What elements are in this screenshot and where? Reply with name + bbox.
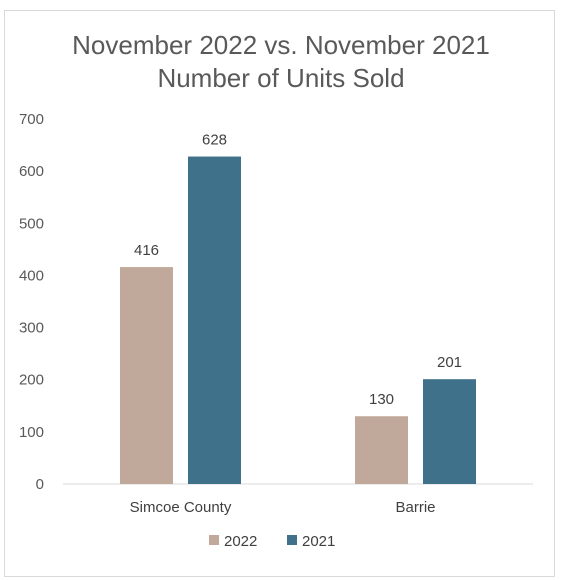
bars [120,156,476,485]
y-tick-label: 700 [19,111,44,128]
legend-label: 2022 [224,533,257,550]
chart-subtitle: Number of Units Sold [157,63,404,93]
category-labels: Simcoe County Barrie [130,499,436,516]
legend-swatch [209,535,219,545]
bar-2021-simcoe-county [188,156,241,485]
data-label: 628 [202,132,227,149]
bar-2022-simcoe-county [120,267,173,484]
legend: 2022 2021 [209,533,335,550]
x-tick-label: Barrie [395,499,435,516]
data-label: 130 [369,391,394,408]
legend-swatch [287,535,297,545]
data-labels: 416 628 130 201 [134,132,462,409]
x-tick-label: Simcoe County [130,499,232,516]
y-tick-label: 100 [19,424,44,441]
y-tick-label: 0 [36,476,44,493]
y-tick-label: 200 [19,372,44,389]
y-tick-label: 300 [19,320,44,337]
y-tick-label: 500 [19,215,44,232]
bar-2021-barrie [423,379,476,484]
y-tick-label: 600 [19,163,44,180]
chart-title: November 2022 vs. November 2021 [72,30,490,60]
bar-2022-barrie [355,416,408,484]
y-axis-ticks: 0 100 200 300 400 500 600 700 [19,111,44,493]
data-label: 201 [437,354,462,371]
data-label: 416 [134,242,159,259]
legend-label: 2021 [302,533,335,550]
y-tick-label: 400 [19,267,44,284]
